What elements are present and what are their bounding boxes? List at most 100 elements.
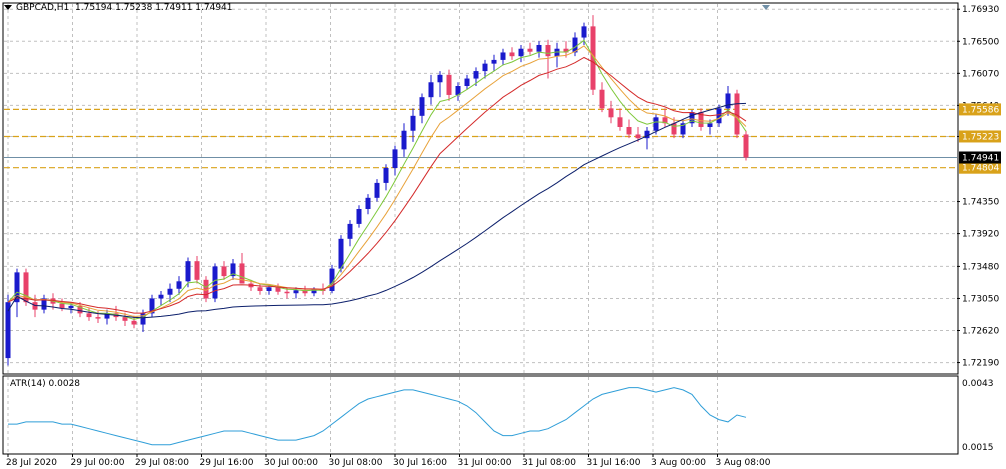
bull-candle (347, 223, 353, 239)
bull-candle (653, 117, 659, 131)
time-tick-label: 29 Jul 00:00 (71, 458, 125, 468)
bull-candle (365, 197, 371, 209)
bear-candle (86, 313, 92, 318)
price-tick-label: 1.74350 (962, 198, 999, 208)
atr-grid (7, 377, 718, 453)
bear-candle (563, 48, 569, 53)
atr-header: ATR(14) 0.0028 (10, 379, 81, 389)
bull-candle (572, 37, 578, 53)
bear-candle (77, 305, 83, 314)
bull-candle (716, 108, 722, 124)
ma-slow-line (7, 56, 747, 314)
bear-candle (734, 93, 740, 135)
bear-candle (617, 117, 623, 127)
bear-candle (635, 134, 641, 139)
axes (2, 2, 959, 455)
bear-candle (527, 48, 533, 52)
time-tick-label: 3 Aug 08:00 (716, 458, 771, 468)
bull-candle (356, 209, 362, 224)
bull-candle (644, 130, 650, 139)
price-tick-label: 1.73920 (962, 230, 999, 240)
bull-candle (500, 52, 506, 60)
bear-candle (590, 26, 596, 90)
time-tick-label: 28 Jul 2020 (6, 458, 57, 468)
price-tick-label: 1.73480 (962, 262, 999, 272)
bear-candle (257, 287, 263, 291)
bull-candle (167, 288, 173, 295)
ohlc-values: 1.75194 1.75238 1.74911 1.74941 (75, 3, 233, 13)
level-price-tag (959, 103, 1001, 116)
bear-candle (545, 45, 551, 57)
bull-candle (473, 71, 479, 79)
bear-candle (221, 266, 227, 277)
bull-candle (41, 298, 47, 310)
bull-candle (392, 149, 398, 168)
bull-candle (419, 97, 425, 116)
bull-candle (212, 266, 218, 299)
atr-series (8, 387, 747, 446)
bear-candle (662, 117, 668, 124)
bear-candle (626, 127, 632, 135)
bear-candle (23, 272, 29, 303)
bull-candle (311, 288, 317, 294)
bull-candle (482, 63, 488, 72)
ma-fast-line (7, 39, 747, 320)
bull-candle (707, 123, 713, 127)
time-tick-label: 29 Jul 08:00 (135, 458, 189, 468)
bull-candle (428, 82, 434, 98)
price-tick-label: 1.76070 (962, 69, 999, 79)
main-grid (4, 4, 957, 373)
time-tick-label: 30 Jul 00:00 (264, 458, 318, 468)
bull-candle (14, 272, 20, 303)
bull-candle (536, 45, 542, 52)
bull-candle (455, 86, 461, 95)
time-tick-label: 30 Jul 16:00 (393, 458, 447, 468)
time-tick-label: 3 Aug 00:00 (651, 458, 706, 468)
bull-candle (680, 123, 686, 135)
bear-candle (302, 290, 308, 294)
shift-marker-icon[interactable] (762, 5, 770, 10)
bear-candle (698, 112, 704, 127)
main-plot-border (2, 2, 959, 375)
symbol-label: GBPCAD,H1 (16, 3, 70, 13)
bull-candle (554, 48, 560, 57)
level-price-tag-label: 1.75223 (962, 132, 999, 142)
time-tick-label: 31 Jul 00:00 (458, 458, 512, 468)
bull-candle (383, 168, 389, 183)
bull-candle (149, 298, 155, 314)
bear-candle (599, 89, 605, 109)
price-tick-label: 1.72190 (962, 359, 999, 369)
bear-candle (608, 108, 614, 118)
bull-candle (5, 302, 11, 359)
time-tick-label: 30 Jul 08:00 (329, 458, 383, 468)
bear-candle (446, 74, 452, 95)
time-axis: 28 Jul 2020 29 Jul 00:00 29 Jul 08:00 29 Ju… (6, 454, 771, 468)
level-price-tag-label: 1.75586 (962, 105, 999, 115)
atr-axis: 0.0043 0.0015 (962, 379, 994, 453)
bull-candle (437, 74, 443, 83)
bull-candle (293, 290, 299, 294)
bull-candle (266, 287, 272, 291)
price-tick-label: 1.76930 (962, 5, 999, 15)
bull-candle (464, 78, 470, 86)
price-tick-label: 1.72620 (962, 327, 999, 337)
current-price-tag (959, 151, 1001, 164)
ma-long-line (7, 102, 747, 319)
bear-candle (131, 320, 137, 325)
time-tick-label: 29 Jul 16:00 (200, 458, 254, 468)
bull-candle (230, 263, 236, 277)
time-tick-label: 31 Jul 08:00 (522, 458, 576, 468)
bear-candle (743, 134, 749, 158)
bear-candle (203, 279, 209, 299)
bull-candle (689, 112, 695, 124)
bull-candle (104, 313, 110, 319)
bull-candle (581, 26, 587, 38)
bear-candle (95, 317, 101, 319)
ma-mid-line (7, 45, 747, 318)
symbol-header: GBPCAD,H1 1.75194 1.75238 1.74911 1.7494… (4, 3, 233, 13)
collapse-triangle-icon[interactable] (4, 5, 12, 10)
level-price-tag (959, 130, 1001, 143)
bull-candle (374, 182, 380, 198)
